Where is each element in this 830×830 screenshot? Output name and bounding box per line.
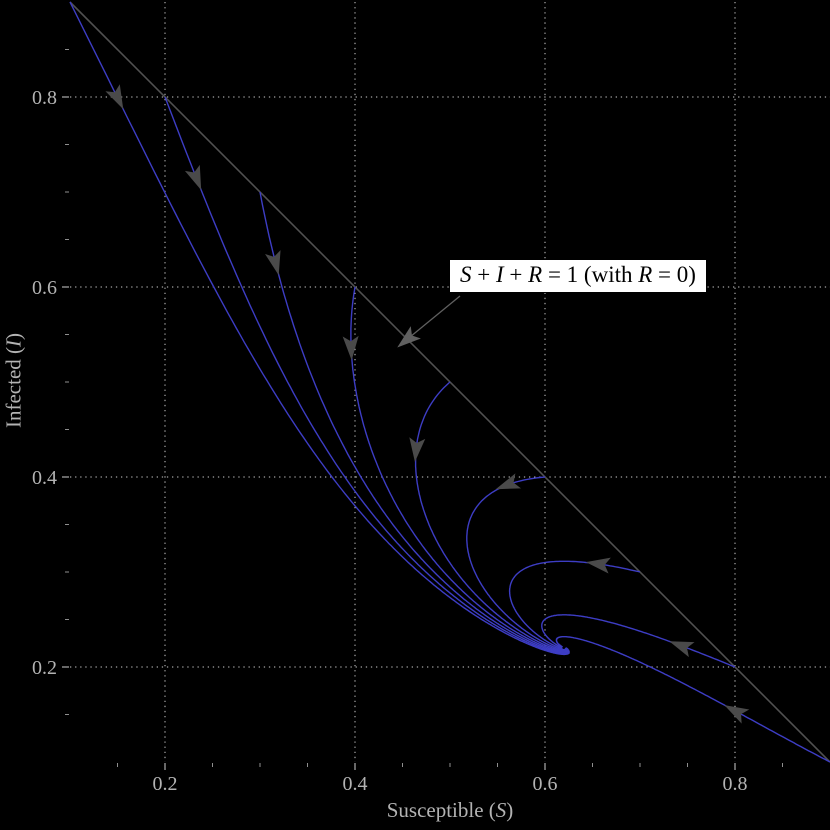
x-axis-symbol: S [495, 798, 507, 822]
x-tick-label: 0.4 [343, 773, 368, 795]
x-axis-label-text: ) [506, 798, 514, 822]
annotation-text-segment: = 0) [652, 262, 696, 287]
y-axis-label-text: ) [1, 332, 26, 340]
y-axis-label-text: Infected ( [1, 346, 26, 429]
flow-direction-arrow [669, 641, 695, 658]
boundary-annotation: S + I + R = 1 (with R = 0) [449, 259, 707, 293]
flow-direction-arrow [495, 473, 522, 490]
trajectory-path [541, 614, 736, 668]
y-tick-label: 0.2 [32, 657, 57, 679]
y-tick-label: 0.6 [32, 277, 57, 299]
flow-direction-arrow [409, 437, 426, 462]
y-tick-label: 0.8 [32, 87, 57, 109]
annotation-arrowhead [397, 326, 421, 348]
annotation-text-segment: + [471, 262, 496, 287]
annotation-arrow-line [406, 295, 461, 340]
flow-direction-arrow [724, 705, 750, 724]
flow-direction-arrow [265, 250, 281, 276]
x-axis-label: Susceptible (S) [70, 798, 830, 823]
annotation-text-segment: R [638, 262, 653, 287]
annotation-text-segment: + [503, 262, 529, 287]
flow-direction-arrow [105, 84, 124, 110]
x-tick-label: 0.2 [153, 773, 178, 795]
annotation-text-segment: S [460, 262, 472, 287]
y-axis-symbol: I [1, 339, 26, 347]
annotation-text-segment: I [495, 262, 504, 287]
y-axis-label: Infected (I) [2, 1, 27, 761]
x-axis-label-text: Susceptible ( [386, 798, 496, 822]
trajectory-path [555, 636, 830, 763]
flow-direction-arrow [342, 335, 359, 361]
trajectory-path [466, 476, 567, 651]
trajectory-path [508, 560, 641, 650]
x-tick-label: 0.8 [723, 773, 748, 795]
x-tick-label: 0.6 [533, 773, 558, 795]
trajectory-path [350, 286, 568, 653]
annotation-text-segment: R [528, 262, 543, 287]
flow-direction-arrow [184, 164, 202, 191]
flow-direction-arrow [585, 557, 611, 574]
trajectory-path [69, 1, 570, 656]
y-tick-label: 0.4 [32, 467, 57, 489]
trajectory-path [164, 96, 570, 655]
trajectory-path [414, 381, 568, 652]
annotation-text-segment: = 1 (with [542, 262, 639, 287]
